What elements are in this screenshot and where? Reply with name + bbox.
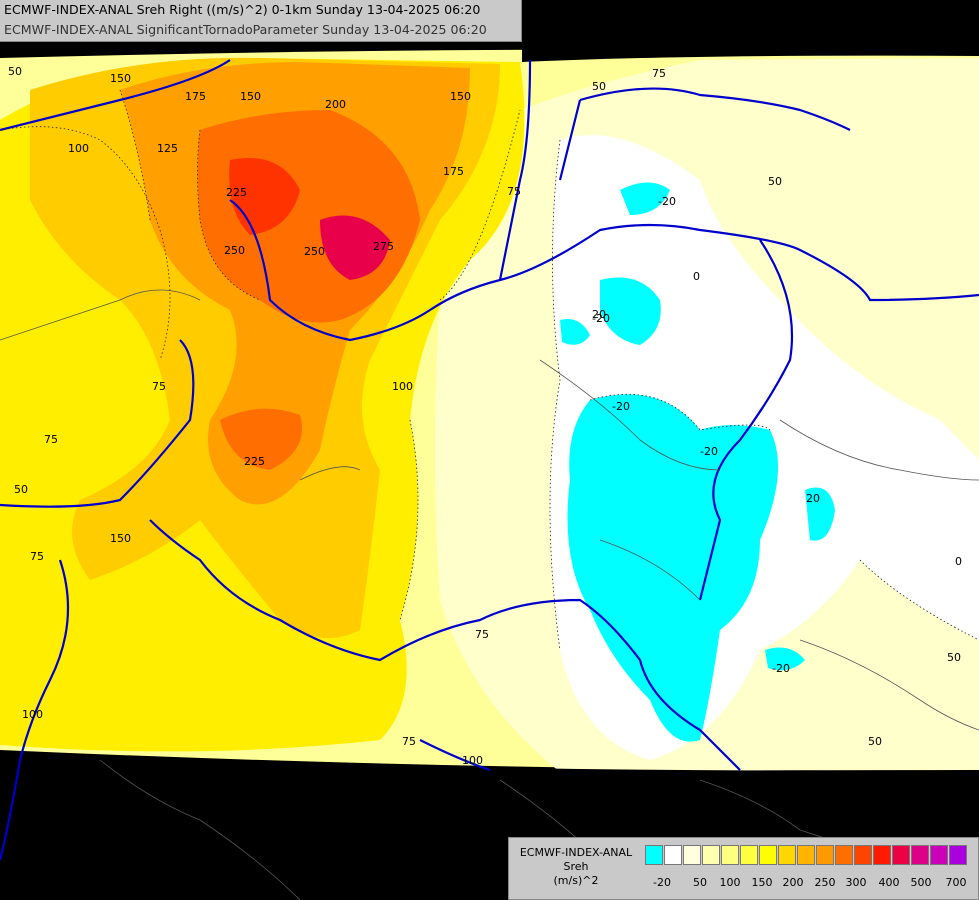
legend-color-bar — [645, 845, 968, 867]
contour-label: 50 — [8, 65, 22, 78]
map-title: ECMWF-INDEX-ANAL Sreh Right ((m/s)^2) 0-… — [4, 2, 481, 17]
contour-label: 75 — [475, 628, 489, 641]
contour-label: -20 — [592, 312, 610, 325]
legend-tick-label: 150 — [751, 876, 773, 889]
contour-label: 100 — [462, 754, 483, 767]
contour-label: -20 — [612, 400, 630, 413]
contour-label: 125 — [157, 142, 178, 155]
color-legend: ECMWF-INDEX-ANAL Sreh (m/s)^2 -20 50 100 15… — [508, 837, 979, 900]
contour-label: -20 — [772, 662, 790, 675]
contour-label: 0 — [955, 555, 962, 568]
contour-label: 50 — [14, 483, 28, 496]
contour-label: 75 — [507, 185, 521, 198]
negative-sreh-region-3 — [620, 182, 670, 215]
negative-sreh-region — [567, 394, 778, 742]
map-title-box: ECMWF-INDEX-ANAL Sreh Right ((m/s)^2) 0-… — [0, 0, 522, 42]
contour-label: 50 — [592, 80, 606, 93]
contour-label: 50 — [947, 651, 961, 664]
contour-label: 50 — [868, 735, 882, 748]
legend-tick-labels: -20 50 100 150 200 250 300 400 500 700 — [645, 876, 975, 890]
legend-swatch — [835, 845, 853, 865]
legend-swatch — [683, 845, 701, 865]
legend-tick-label: -20 — [653, 876, 671, 889]
contour-label: 75 — [402, 735, 416, 748]
legend-tick-label: 300 — [845, 876, 867, 889]
contour-label: 150 — [450, 90, 471, 103]
extreme-sreh-core — [229, 158, 300, 235]
contour-label: 20 — [592, 308, 606, 321]
legend-swatch — [664, 845, 682, 865]
legend-swatch — [702, 845, 720, 865]
legend-swatch — [854, 845, 872, 865]
contour-label: 100 — [392, 380, 413, 393]
legend-tick-label: 400 — [878, 876, 900, 889]
contour-label-group: 50 150 175 150 200 150 125 100 175 75 22… — [8, 65, 962, 767]
legend-title: ECMWF-INDEX-ANAL Sreh (m/s)^2 — [509, 846, 643, 888]
contour-label: 150 — [110, 72, 131, 85]
legend-swatch — [740, 845, 758, 865]
country-borders — [0, 59, 979, 861]
legend-swatch — [873, 845, 891, 865]
contour-label: 225 — [244, 455, 265, 468]
contour-label: 75 — [44, 433, 58, 446]
legend-tick-label: 100 — [719, 876, 741, 889]
contour-label: 0 — [693, 270, 700, 283]
contour-label: 50 — [768, 175, 782, 188]
negative-sreh-region-4 — [805, 487, 835, 541]
contour-label: -20 — [658, 195, 676, 208]
legend-swatch — [645, 845, 663, 865]
top-mask — [522, 0, 979, 62]
legend-swatch — [797, 845, 815, 865]
negative-sreh-region-5 — [560, 319, 590, 345]
contour-label: 100 — [22, 708, 43, 721]
legend-tick-label: 200 — [782, 876, 804, 889]
contour-label: 175 — [443, 165, 464, 178]
legend-swatch — [949, 845, 967, 865]
legend-swatch — [892, 845, 910, 865]
legend-swatch — [721, 845, 739, 865]
contour-label: 175 — [185, 90, 206, 103]
contour-label: -20 — [700, 445, 718, 458]
negative-sreh-region-2 — [600, 277, 661, 345]
contour-label: 75 — [652, 67, 666, 80]
contour-label: 75 — [152, 380, 166, 393]
contour-label: 150 — [240, 90, 261, 103]
legend-swatch — [778, 845, 796, 865]
legend-swatch — [911, 845, 929, 865]
contour-label: 20 — [806, 492, 820, 505]
contour-label: 225 — [226, 186, 247, 199]
contour-label: 150 — [110, 532, 131, 545]
legend-unit: (m/s)^2 — [553, 874, 599, 887]
legend-swatch — [816, 845, 834, 865]
contour-label: 250 — [304, 245, 325, 258]
legend-swatch — [930, 845, 948, 865]
extreme-sreh-core-2 — [320, 215, 390, 280]
secondary-high-core — [220, 408, 302, 470]
legend-model: ECMWF-INDEX-ANAL — [519, 846, 633, 859]
negative-sreh-region-6 — [765, 647, 805, 671]
legend-variable: Sreh — [563, 860, 589, 873]
legend-tick-label: 500 — [910, 876, 932, 889]
contour-label: 100 — [68, 142, 89, 155]
legend-swatch — [759, 845, 777, 865]
legend-tick-label: 700 — [945, 876, 967, 889]
legend-tick-label: 50 — [693, 876, 707, 889]
contour-label: 200 — [325, 98, 346, 111]
contour-label: 250 — [224, 244, 245, 257]
contour-lines — [0, 89, 979, 651]
contour-label: 275 — [373, 240, 394, 253]
contour-label: 75 — [30, 550, 44, 563]
map-subtitle: ECMWF-INDEX-ANAL SignificantTornadoParam… — [4, 22, 487, 37]
legend-tick-label: 250 — [814, 876, 836, 889]
